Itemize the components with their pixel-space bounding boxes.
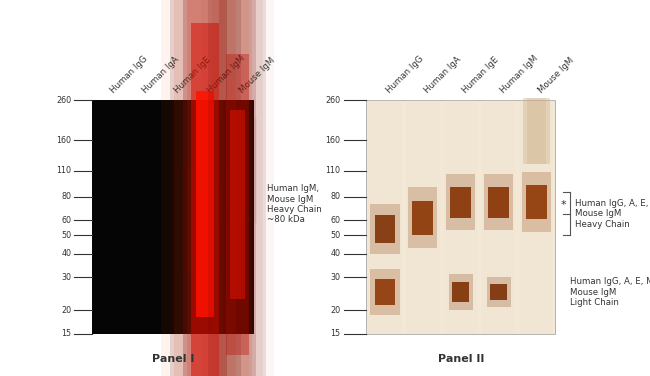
Text: 40: 40 — [62, 249, 72, 258]
Text: 40: 40 — [331, 249, 341, 258]
Text: 50: 50 — [330, 231, 341, 240]
Text: Human IgM: Human IgM — [499, 54, 540, 95]
Text: 110: 110 — [326, 166, 341, 175]
Text: Mouse IgM: Mouse IgM — [536, 56, 576, 95]
Text: 80: 80 — [62, 193, 72, 202]
Bar — [408, 188, 437, 248]
Text: Human IgM,
Mouse IgM
Heavy Chain
~80 kDa: Human IgM, Mouse IgM Heavy Chain ~80 kDa — [266, 184, 321, 224]
Bar — [487, 277, 510, 307]
Bar — [482, 100, 515, 334]
Bar — [450, 187, 471, 218]
Text: 260: 260 — [57, 96, 72, 105]
Bar — [452, 282, 469, 302]
Text: 60: 60 — [62, 216, 72, 225]
Bar — [484, 174, 513, 230]
Bar — [523, 98, 550, 164]
Text: Human IgE: Human IgE — [461, 55, 500, 95]
Bar — [370, 204, 400, 254]
Bar — [231, 153, 244, 188]
Bar — [527, 98, 546, 164]
Bar — [374, 279, 395, 305]
Bar — [522, 172, 551, 232]
Bar — [526, 185, 547, 219]
Bar — [490, 284, 507, 300]
Bar — [370, 269, 400, 315]
Text: Human IgE: Human IgE — [173, 55, 213, 95]
Bar — [374, 215, 395, 243]
Bar — [197, 203, 213, 238]
Text: Human IgM: Human IgM — [205, 54, 246, 95]
Text: 50: 50 — [61, 231, 72, 240]
Bar — [406, 100, 439, 334]
Text: Human IgG, A, E, M
Mouse IgM
Light Chain: Human IgG, A, E, M Mouse IgM Light Chain — [570, 277, 650, 307]
Text: Human IgA: Human IgA — [140, 55, 181, 95]
Text: *: * — [561, 200, 566, 211]
Bar — [196, 91, 214, 317]
Bar — [446, 174, 475, 230]
Text: 15: 15 — [61, 329, 72, 338]
Text: 160: 160 — [57, 136, 72, 145]
Text: 110: 110 — [57, 166, 72, 175]
Text: Panel I: Panel I — [151, 354, 194, 364]
Text: 20: 20 — [330, 306, 341, 315]
Bar — [444, 100, 477, 334]
Text: 60: 60 — [331, 216, 341, 225]
Bar — [488, 187, 509, 218]
Text: Human IgG: Human IgG — [385, 55, 426, 95]
Text: 15: 15 — [330, 329, 341, 338]
Bar — [413, 201, 434, 235]
Text: 30: 30 — [62, 273, 72, 282]
Text: 160: 160 — [326, 136, 341, 145]
Text: 30: 30 — [331, 273, 341, 282]
Bar — [230, 110, 244, 299]
Text: Human IgG, A, E, M
Mouse IgM
Heavy Chain: Human IgG, A, E, M Mouse IgM Heavy Chain — [575, 199, 650, 229]
Bar — [520, 100, 553, 334]
Text: Panel II: Panel II — [437, 354, 484, 364]
Text: Mouse IgM: Mouse IgM — [237, 56, 276, 95]
Bar — [226, 54, 249, 355]
Text: 80: 80 — [331, 193, 341, 202]
Text: 260: 260 — [326, 96, 341, 105]
Text: Human IgA: Human IgA — [423, 55, 463, 95]
Bar — [369, 100, 402, 334]
Bar — [448, 274, 473, 310]
Text: Human IgG: Human IgG — [109, 55, 149, 95]
Text: 20: 20 — [61, 306, 72, 315]
